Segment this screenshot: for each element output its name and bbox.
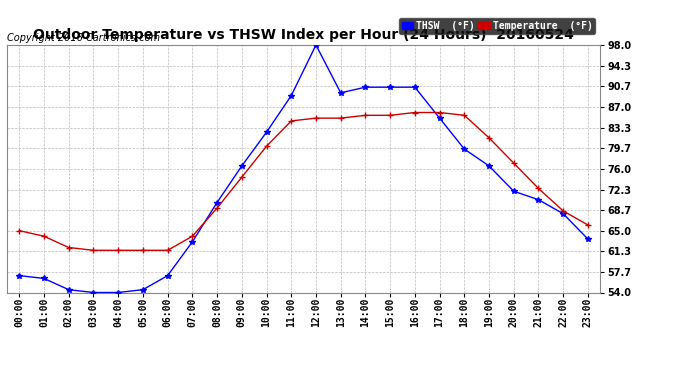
Title: Outdoor Temperature vs THSW Index per Hour (24 Hours)  20160524: Outdoor Temperature vs THSW Index per Ho… [33,28,574,42]
Legend: THSW  (°F), Temperature  (°F): THSW (°F), Temperature (°F) [399,18,595,33]
Text: Copyright 2016 Cartronics.com: Copyright 2016 Cartronics.com [7,33,160,42]
